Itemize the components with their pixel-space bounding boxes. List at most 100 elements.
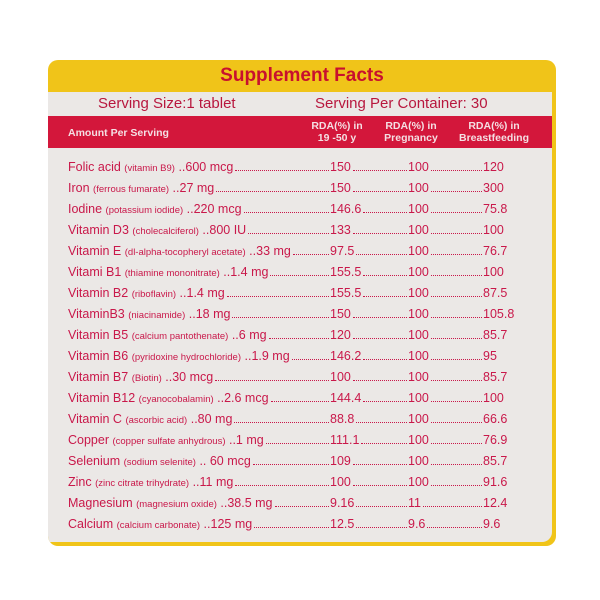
rda-pregnancy: 100 xyxy=(408,475,429,489)
rda-adult: 9.16 xyxy=(330,496,355,510)
rda-adult-cell: 155.5 xyxy=(330,286,408,300)
dot-leader xyxy=(356,422,407,423)
dot-leader xyxy=(430,401,482,402)
nutrient-source: (potassium iodide) xyxy=(105,205,184,216)
nutrient-cell: Vitamin E (dl-alpha-tocopheryl acetate) … xyxy=(68,244,330,258)
dot-leader xyxy=(291,359,329,360)
nutrient-cell: Vitamin B12 (cyanocobalamin) ..2.6 mcg xyxy=(68,391,330,405)
dot-leader xyxy=(352,317,407,318)
dot-leader xyxy=(352,338,407,339)
rda-pregnancy-cell: 100 xyxy=(408,202,483,216)
nutrient-amount: ..33 mg xyxy=(249,244,291,258)
rda-pregnancy-cell: 100 xyxy=(408,160,483,174)
nutrient-source: (dl-alpha-tocopheryl acetate) xyxy=(124,247,246,258)
nutrient-name: Vitamin D3 xyxy=(68,223,129,237)
rda-breastfeeding: 95 xyxy=(483,349,497,363)
table-row: Folic acid (vitamin B9) ..600 mcg 150 100 1… xyxy=(68,160,538,181)
dot-leader xyxy=(356,527,407,528)
nutrient-amount: ..1.4 mg xyxy=(223,265,269,279)
nutrient-cell: Vitami B1 (thiamine mononitrate) ..1.4 m… xyxy=(68,265,330,279)
nutrient-name: Vitami B1 xyxy=(68,265,122,279)
table-row: Copper (copper sulfate anhydrous) ..1 mg… xyxy=(68,433,538,454)
nutrient-name: Vitamin E xyxy=(68,244,122,258)
rda-adult-cell: 111.1 xyxy=(330,433,408,447)
rda-adult-cell: 144.4 xyxy=(330,391,408,405)
rda-breastfeeding: 100 xyxy=(483,391,504,405)
table-row: Vitamin B2 (riboflavin) ..1.4 mg 155.5 100… xyxy=(68,286,538,307)
dot-leader xyxy=(363,401,407,402)
label-body: Serving Size:1 tablet Serving Per Contai… xyxy=(48,92,552,542)
nutrient-name: Vitamin B7 xyxy=(68,370,129,384)
rda-pregnancy-cell: 100 xyxy=(408,181,483,195)
dot-leader xyxy=(352,464,407,465)
rda-adult-cell: 100 xyxy=(330,475,408,489)
header-col2: RDA(%) in Pregnancy xyxy=(384,120,438,144)
rda-breastfeeding: 100 xyxy=(483,223,504,237)
rda-pregnancy-cell: 9.6 xyxy=(408,517,483,531)
rda-adult-cell: 146.6 xyxy=(330,202,408,216)
dot-leader xyxy=(254,527,329,528)
dot-leader xyxy=(430,485,482,486)
nutrient-name: Vitamin B2 xyxy=(68,286,129,300)
dot-leader xyxy=(265,443,329,444)
dot-leader xyxy=(268,338,329,339)
table-row: Vitamin B5 (calcium pantothenate) ..6 mg… xyxy=(68,328,538,349)
header-col3: RDA(%) in Breastfeeding xyxy=(458,120,530,144)
dot-leader xyxy=(430,317,482,318)
nutrient-source: (sodium selenite) xyxy=(123,457,196,468)
nutrient-cell: Vitamin B7 (Biotin) ..30 mcg xyxy=(68,370,330,384)
table-row: Vitamin C (ascorbic acid) ..80 mg 88.8 100… xyxy=(68,412,538,433)
rda-breastfeeding: 85.7 xyxy=(483,454,508,468)
nutrient-cell: Zinc (zinc citrate trihydrate) ..11 mg xyxy=(68,475,330,489)
rda-pregnancy-cell: 100 xyxy=(408,475,483,489)
serving-size: Serving Size:1 tablet xyxy=(98,95,236,112)
nutrient-cell: Vitamin B5 (calcium pantothenate) ..6 mg xyxy=(68,328,330,342)
dot-leader xyxy=(215,380,329,381)
dot-leader xyxy=(422,506,482,507)
rda-adult: 150 xyxy=(330,181,351,195)
rda-pregnancy: 100 xyxy=(408,181,429,195)
rda-pregnancy: 100 xyxy=(408,223,429,237)
rda-pregnancy: 11 xyxy=(408,496,421,510)
nutrient-name: Iron xyxy=(68,181,90,195)
dot-leader xyxy=(430,464,482,465)
rda-pregnancy: 100 xyxy=(408,349,429,363)
rda-adult: 109 xyxy=(330,454,351,468)
dot-leader xyxy=(430,233,482,234)
nutrient-cell: Vitamin B6 (pyridoxine hydrochloride) ..… xyxy=(68,349,330,363)
rda-breastfeeding: 120 xyxy=(483,160,504,174)
nutrient-amount: ..38.5 mg xyxy=(220,496,273,510)
rda-adult-cell: 146.2 xyxy=(330,349,408,363)
dot-leader xyxy=(363,296,407,297)
nutrient-amount: ..2.6 mcg xyxy=(217,391,269,405)
rda-adult: 155.5 xyxy=(330,286,362,300)
rda-breastfeeding: 100 xyxy=(483,265,504,279)
rda-adult: 146.6 xyxy=(330,202,362,216)
table-row: Vitamin B7 (Biotin) ..30 mcg 100 100 85.7 xyxy=(68,370,538,391)
nutrient-source: (vitamin B9) xyxy=(124,163,175,174)
nutrient-name: Vitamin B6 xyxy=(68,349,129,363)
rda-breastfeeding: 66.6 xyxy=(483,412,508,426)
rda-adult-cell: 97.5 xyxy=(330,244,408,258)
rda-breastfeeding: 76.7 xyxy=(483,244,508,258)
dot-leader xyxy=(430,422,482,423)
dot-leader xyxy=(430,296,482,297)
nutrient-name: Iodine xyxy=(68,202,103,216)
rda-pregnancy: 100 xyxy=(408,370,429,384)
nutrient-source: (riboflavin) xyxy=(131,289,177,300)
rda-breastfeeding: 91.6 xyxy=(483,475,508,489)
nutrient-amount: ..1 mg xyxy=(228,433,264,447)
rda-breastfeeding: 85.7 xyxy=(483,370,508,384)
nutrient-name: Zinc xyxy=(68,475,92,489)
table-row: Selenium (sodium selenite) .. 60 mcg 109 1… xyxy=(68,454,538,475)
nutrient-name: Calcium xyxy=(68,517,114,531)
nutrient-cell: Folic acid (vitamin B9) ..600 mcg xyxy=(68,160,330,174)
rda-adult-cell: 150 xyxy=(330,307,408,321)
nutrient-cell: Copper (copper sulfate anhydrous) ..1 mg xyxy=(68,433,330,447)
dot-leader xyxy=(292,254,329,255)
nutrient-source: (cyanocobalamin) xyxy=(138,394,214,405)
rda-pregnancy-cell: 100 xyxy=(408,265,483,279)
nutrient-cell: Vitamin C (ascorbic acid) ..80 mg xyxy=(68,412,330,426)
supplement-facts-label: Supplement Facts Serving Size:1 tablet S… xyxy=(48,60,556,546)
nutrient-name: Vitamin B12 xyxy=(68,391,136,405)
